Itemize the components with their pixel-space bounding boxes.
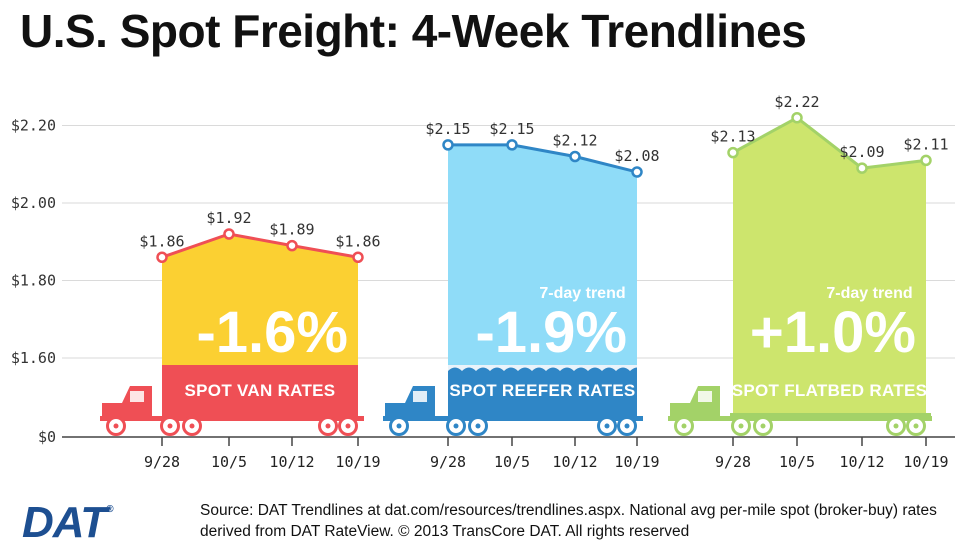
- truck-frame: [383, 416, 643, 421]
- y-tick-label: $2.20: [11, 117, 56, 135]
- trend-label: 7-day trend: [826, 285, 912, 302]
- series-band-label: SPOT FLATBED RATES: [732, 381, 928, 400]
- trend-label: 7-day trend: [539, 285, 625, 302]
- truck-wheel-hub: [604, 423, 610, 429]
- x-tick-label: 9/28: [144, 453, 180, 471]
- data-point: [156, 251, 168, 263]
- data-label: $2.11: [903, 135, 948, 153]
- x-tick-label: 10/5: [211, 453, 247, 471]
- series-area: [733, 117, 926, 365]
- data-label: $1.86: [139, 232, 184, 250]
- series-band: [733, 365, 926, 416]
- data-label: $2.12: [552, 132, 597, 150]
- trend-value: -1.6%: [196, 300, 348, 365]
- truck-wheel-hub: [453, 423, 459, 429]
- footer: DAT® Source: DAT Trendlines at dat.com/r…: [0, 492, 980, 552]
- truck-wheel-hub: [738, 423, 744, 429]
- y-tick-label: $0: [38, 428, 56, 446]
- data-point: [286, 239, 298, 252]
- reefer-band-wave: [448, 365, 644, 371]
- truck-wheel-hub: [760, 423, 766, 429]
- dat-logo: DAT®: [22, 498, 114, 548]
- truck-frame: [668, 416, 932, 421]
- y-tick-label: $1.60: [11, 349, 56, 367]
- x-tick-label: 10/12: [269, 453, 314, 471]
- truck-window: [130, 391, 144, 402]
- series-line: [448, 143, 638, 174]
- series-area: [162, 234, 358, 365]
- series-band: [162, 365, 358, 416]
- data-point: [352, 251, 364, 263]
- data-point: [856, 162, 868, 174]
- truck-window: [413, 391, 427, 402]
- y-tick-label: $2.00: [11, 194, 56, 212]
- series-band-label: SPOT REEFER RATES: [449, 381, 635, 400]
- truck-wheel-hub: [325, 423, 331, 429]
- series-panel-1: SPOT VAN RATES $1.86 9/28 $1.92 10/5 $1.89 10/…: [100, 209, 381, 471]
- truck-wheel-hub: [189, 423, 195, 429]
- series-line: [161, 232, 359, 259]
- spot-freight-chart: $2.20 $2.00 $1.80 $1.60 $0 SPOT VAN RATES $1.8…: [11, 93, 955, 471]
- x-tick-label: 9/28: [430, 453, 466, 471]
- data-point: [506, 139, 518, 151]
- dat-logo-text: DAT: [22, 498, 107, 547]
- truck-wheel-hub: [113, 423, 119, 429]
- truck-wheel-hub: [345, 423, 351, 429]
- data-point: [631, 166, 643, 178]
- y-tick-label: $1.80: [11, 272, 56, 290]
- registered-mark: ®: [106, 504, 113, 515]
- data-label: $1.86: [335, 232, 380, 250]
- series-band: [448, 365, 637, 416]
- truck-wheel-hub: [624, 423, 630, 429]
- data-label: $2.15: [425, 120, 470, 138]
- truck-frame: [100, 416, 364, 421]
- truck-wheel-hub: [893, 423, 899, 429]
- data-point: [223, 228, 235, 240]
- series-panel-3: SPOT FLATBED RATES $2.13 9/28 $2.22 10/5 $2.0…: [668, 93, 949, 471]
- data-label: $2.09: [839, 143, 884, 161]
- trend-value: +1.0%: [750, 300, 916, 365]
- x-tick-label: 10/19: [335, 453, 380, 471]
- truck-wheel-hub: [475, 423, 481, 429]
- data-point: [791, 112, 803, 124]
- truck-wheel-hub: [681, 423, 687, 429]
- data-point: [569, 150, 581, 163]
- series-area: [448, 144, 637, 365]
- truck-wheel-hub: [396, 423, 402, 429]
- source-note: Source: DAT Trendlines at dat.com/resour…: [200, 502, 937, 540]
- truck-cab: [102, 386, 152, 416]
- trend-value: -1.9%: [475, 300, 627, 365]
- flatbed-deck: [730, 413, 931, 417]
- data-point: [442, 139, 454, 151]
- x-tick-label: 10/19: [614, 453, 659, 471]
- data-label: $2.13: [710, 128, 755, 146]
- x-tick-label: 10/12: [552, 453, 597, 471]
- x-tick-label: 10/19: [903, 453, 948, 471]
- series-line: [732, 115, 927, 170]
- data-label: $1.89: [269, 221, 314, 239]
- truck-cab: [670, 386, 720, 416]
- truck-wheel-hub: [167, 423, 173, 429]
- truck-cab: [385, 386, 435, 416]
- x-tick-label: 10/5: [779, 453, 815, 471]
- x-tick-label: 9/28: [715, 453, 751, 471]
- x-tick-label: 10/5: [494, 453, 530, 471]
- series-band-label: SPOT VAN RATES: [185, 381, 336, 400]
- series-panel-2: SPOT REEFER RATES $2.15 9/28 $2.15 10/5 $2.12…: [383, 120, 660, 471]
- data-label: $2.15: [489, 120, 534, 138]
- data-label: $1.92: [206, 209, 251, 227]
- page-title: U.S. Spot Freight: 4-Week Trendlines: [20, 5, 807, 57]
- x-tick-label: 10/12: [839, 453, 884, 471]
- truck-wheel-hub: [913, 423, 919, 429]
- truck-window: [698, 391, 712, 402]
- data-point: [920, 154, 932, 167]
- data-point: [727, 146, 739, 159]
- data-label: $2.08: [614, 147, 659, 165]
- data-label: $2.22: [774, 93, 819, 111]
